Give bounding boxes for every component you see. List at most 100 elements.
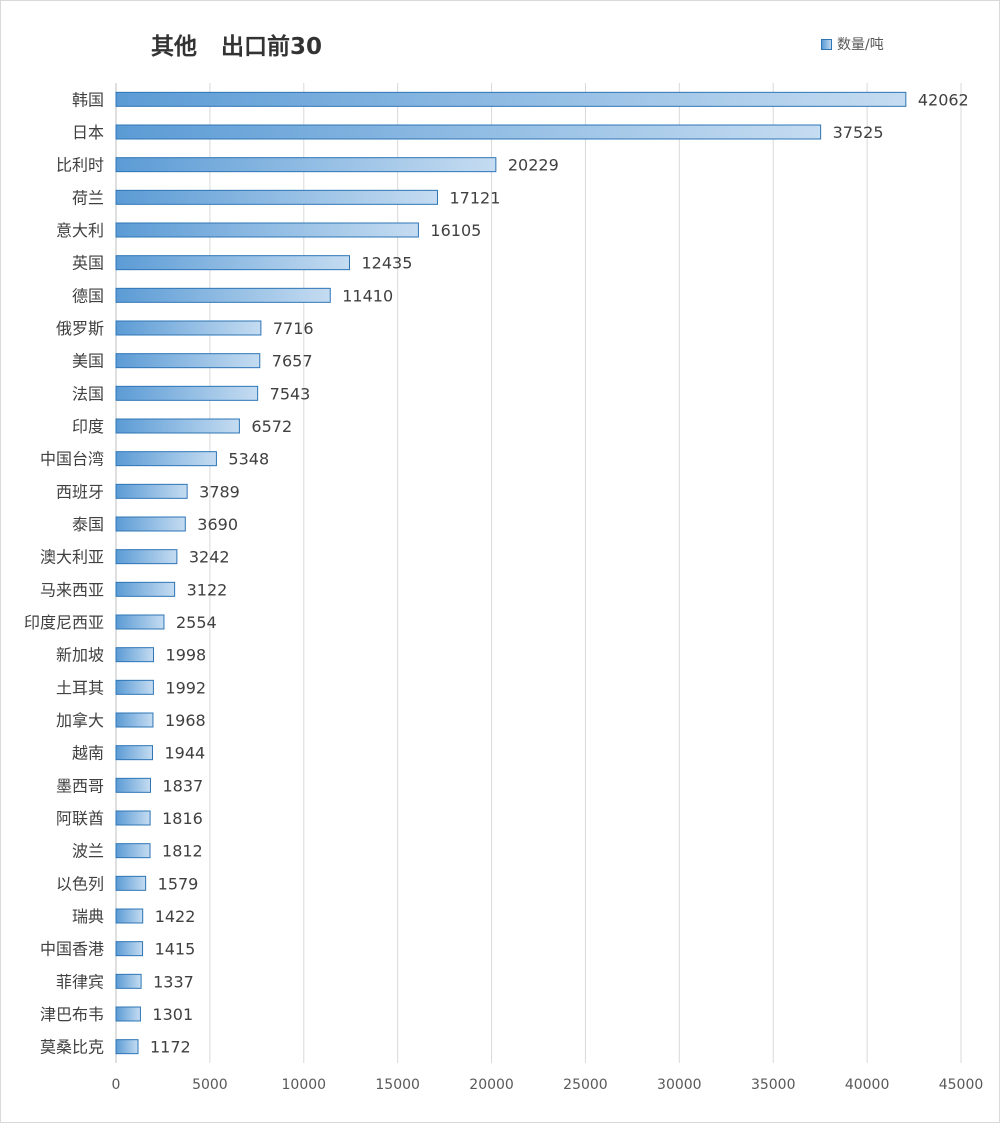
category-label: 新加坡 xyxy=(56,646,104,665)
bar xyxy=(115,1039,139,1055)
x-tick-label: 30000 xyxy=(657,1077,702,1093)
bar xyxy=(115,712,154,728)
data-label: 3242 xyxy=(189,548,230,567)
x-tick-label: 10000 xyxy=(282,1077,327,1093)
bar xyxy=(115,973,142,989)
category-label: 阿联酋 xyxy=(56,809,104,828)
data-label: 1337 xyxy=(153,972,194,991)
bar xyxy=(115,353,261,369)
category-label: 澳大利亚 xyxy=(40,548,104,567)
bar xyxy=(115,91,907,107)
x-tick-label: 45000 xyxy=(939,1077,984,1093)
x-tick-label: 35000 xyxy=(751,1077,796,1093)
data-label: 1415 xyxy=(155,940,196,959)
data-label: 17121 xyxy=(449,188,500,207)
data-label: 37525 xyxy=(833,123,884,142)
bar xyxy=(115,320,262,336)
category-label: 韩国 xyxy=(72,90,104,109)
category-label: 以色列 xyxy=(56,874,104,893)
bar xyxy=(115,549,178,565)
category-label: 马来西亚 xyxy=(40,580,104,599)
data-label: 1816 xyxy=(162,809,203,828)
bar xyxy=(115,451,217,467)
bar xyxy=(115,483,188,499)
bar xyxy=(115,810,151,826)
data-label: 42062 xyxy=(918,90,969,109)
legend: 数量/吨 xyxy=(821,34,884,54)
data-label: 1301 xyxy=(152,1005,193,1024)
data-label: 1579 xyxy=(158,874,199,893)
bar xyxy=(115,777,151,793)
category-label: 印度尼西亚 xyxy=(24,613,104,632)
legend-swatch xyxy=(821,38,832,50)
data-label: 1944 xyxy=(165,744,206,763)
category-label: 波兰 xyxy=(72,842,104,861)
bar xyxy=(115,875,147,891)
bar xyxy=(115,647,155,663)
data-label: 1998 xyxy=(166,646,207,665)
category-label: 土耳其 xyxy=(56,678,104,697)
bar xyxy=(115,189,438,205)
data-label: 2554 xyxy=(176,613,217,632)
bar xyxy=(115,124,822,140)
data-label: 7716 xyxy=(273,319,314,338)
category-label: 德国 xyxy=(72,286,104,305)
bar xyxy=(115,745,154,761)
data-label: 3122 xyxy=(187,580,228,599)
data-label: 12435 xyxy=(362,254,413,273)
data-label: 16105 xyxy=(430,221,481,240)
data-label: 5348 xyxy=(228,450,269,469)
data-label: 1968 xyxy=(165,711,206,730)
category-label: 瑞典 xyxy=(72,907,104,926)
category-label: 菲律宾 xyxy=(56,972,104,991)
data-label: 1837 xyxy=(162,776,203,795)
category-label: 俄罗斯 xyxy=(56,319,104,338)
bar xyxy=(115,941,144,957)
data-label: 20229 xyxy=(508,156,559,175)
category-label: 美国 xyxy=(72,352,104,371)
bar xyxy=(115,1006,141,1022)
category-label: 泰国 xyxy=(72,515,104,534)
category-label: 越南 xyxy=(72,744,104,763)
bar xyxy=(115,843,151,859)
x-tick-label: 25000 xyxy=(563,1077,608,1093)
category-label: 比利时 xyxy=(56,156,104,175)
data-label: 1992 xyxy=(165,678,206,697)
bar xyxy=(115,287,331,303)
bar xyxy=(115,222,419,238)
category-label: 中国台湾 xyxy=(40,450,104,469)
data-label: 6572 xyxy=(251,417,292,436)
bar xyxy=(115,614,165,630)
legend-label: 数量/吨 xyxy=(837,37,884,53)
x-tick-label: 0 xyxy=(112,1077,121,1093)
category-label: 印度 xyxy=(72,417,104,436)
category-label: 加拿大 xyxy=(56,711,104,730)
category-label: 墨西哥 xyxy=(56,776,104,795)
category-label: 法国 xyxy=(72,384,104,403)
data-label: 7543 xyxy=(270,384,311,403)
category-label: 津巴布韦 xyxy=(40,1005,104,1024)
data-label: 1812 xyxy=(162,842,203,861)
bar xyxy=(115,581,176,597)
bar xyxy=(115,516,186,532)
category-label: 英国 xyxy=(72,254,104,273)
bar xyxy=(115,255,351,271)
x-tick-label: 15000 xyxy=(375,1077,420,1093)
data-label: 1422 xyxy=(155,907,196,926)
category-label: 日本 xyxy=(72,123,104,142)
category-label: 西班牙 xyxy=(56,482,104,501)
bar xyxy=(115,679,154,695)
category-label: 莫桑比克 xyxy=(40,1038,104,1057)
x-tick-label: 5000 xyxy=(192,1077,228,1093)
category-label: 意大利 xyxy=(56,221,104,240)
data-label: 1172 xyxy=(150,1038,191,1057)
data-label: 7657 xyxy=(272,352,313,371)
bar xyxy=(115,418,240,434)
data-label: 3690 xyxy=(197,515,238,534)
data-label: 3789 xyxy=(199,482,240,501)
bar xyxy=(115,157,497,173)
x-tick-label: 40000 xyxy=(845,1077,890,1093)
category-label: 荷兰 xyxy=(72,188,104,207)
